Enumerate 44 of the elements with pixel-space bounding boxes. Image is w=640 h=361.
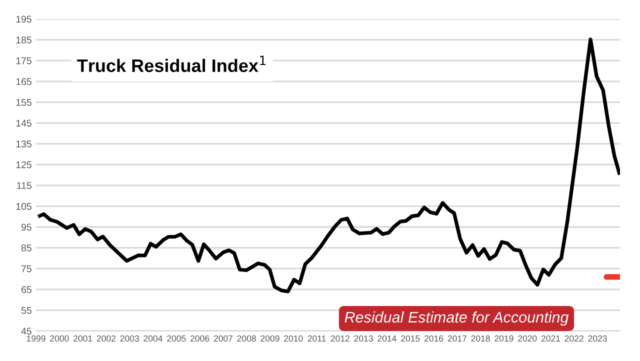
- y-tick-label: 135: [16, 140, 32, 148]
- x-tick-label: 2003: [120, 335, 139, 342]
- line-series: [36, 38, 620, 294]
- x-tick-label: 2001: [74, 335, 92, 342]
- y-tick-label: 75: [22, 265, 32, 272]
- x-tick-label: 2005: [167, 335, 186, 342]
- x-tick-label: 2013: [354, 335, 373, 342]
- y-tick-label: 185: [16, 36, 32, 44]
- y-tick-label: 125: [16, 161, 32, 168]
- x-tick-label: 2017: [448, 335, 466, 342]
- x-tick-label: 2019: [494, 335, 514, 342]
- y-tick-label: 175: [16, 57, 32, 64]
- x-tick-label: 2011: [308, 335, 326, 342]
- x-tick-label: 2006: [190, 335, 210, 342]
- x-tick-label: 1999: [26, 335, 46, 342]
- y-tick-label: 105: [16, 202, 32, 210]
- x-tick-label: 2007: [214, 335, 232, 342]
- x-tick-label: 2018: [471, 335, 490, 342]
- y-tick-label: 155: [16, 99, 32, 106]
- x-tick-label: 2016: [424, 335, 444, 342]
- y-tick-label: 45: [21, 328, 32, 335]
- x-tick-label: 2023: [588, 335, 607, 342]
- y-tick-label: 145: [16, 120, 32, 127]
- x-tick-label: 2014: [378, 335, 396, 342]
- y-tick-label: 165: [16, 78, 32, 86]
- x-tick-label: 2022: [564, 335, 584, 342]
- y-tick-label: 55: [21, 307, 32, 314]
- x-tick-label: 2002: [96, 335, 116, 342]
- annotation: Residual Estimate for Accounting: [344, 311, 569, 326]
- x-tick-label: 2000: [50, 335, 69, 342]
- x-tick-label: 2015: [401, 335, 420, 342]
- x-tick-label: 2021: [541, 335, 560, 342]
- y-tick-label: 115: [17, 182, 32, 190]
- y-tick-label: 95: [21, 224, 32, 231]
- y-tick-label: 65: [22, 286, 32, 294]
- x-tick-label: 2020: [518, 335, 537, 342]
- x-tick-label: 2010: [284, 335, 303, 342]
- y-tick-label: 195: [16, 16, 32, 23]
- y-tick-label: 85: [21, 244, 32, 252]
- x-tick-label: 2008: [237, 335, 256, 342]
- x-tick-label: 2012: [330, 335, 350, 342]
- text: Truck Residual Index$^{1}$: [77, 56, 266, 72]
- x-tick-label: 2004: [144, 335, 162, 342]
- x-tick-label: 2009: [260, 335, 280, 342]
